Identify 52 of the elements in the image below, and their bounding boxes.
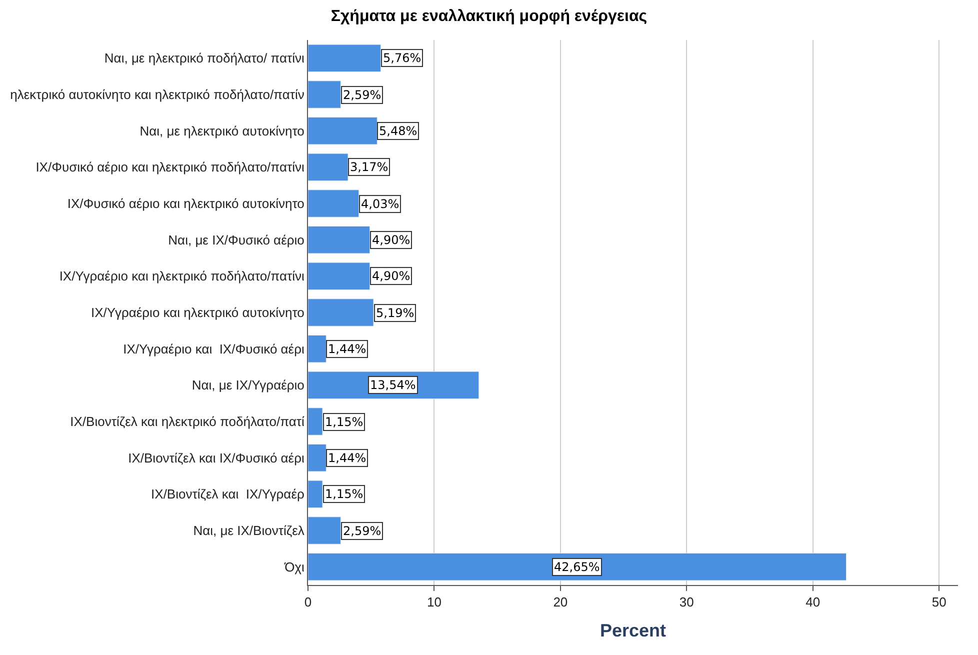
data-label: 1,44% [328, 342, 366, 356]
data-label: 5,76% [383, 51, 422, 65]
bar [308, 80, 341, 108]
data-label: 4,90% [372, 269, 410, 283]
y-tick-label: Ναι, με ηλεκτρικό αυτοκίνητο [140, 123, 304, 138]
data-label: 2,59% [343, 524, 382, 538]
x-tick-label: 30 [679, 594, 694, 610]
y-tick-label: ΙΧ/Βιοντίζελ και ηλεκτρικό ποδήλατο/πατί [70, 414, 305, 430]
bar [308, 226, 370, 254]
y-tick-label: ΙΧ/Υγραέριο και ηλεκτρικό αυτοκίνητο [91, 305, 304, 320]
data-label: 2,59% [343, 88, 382, 102]
y-tick-label: ΙΧ/Βιοντίζελ και ΙΧ/Φυσικό αέρι [128, 450, 304, 466]
chart-title: Σχήματα με εναλλακτική μορφή ενέργειας [330, 8, 648, 26]
bar [308, 516, 341, 544]
bar [308, 444, 326, 472]
data-label: 42,65% [554, 560, 600, 574]
y-tick-label: ΙΧ/Βιοντίζελ και ΙΧ/Υγραέρ [151, 486, 304, 502]
x-tick-label: 0 [304, 594, 312, 610]
bar [308, 408, 323, 436]
y-tick-label: Ναι, με ΙΧ/Φυσικό αέριο [168, 232, 304, 248]
bar [308, 190, 360, 218]
bar [308, 116, 378, 145]
x-tick-label: 40 [806, 594, 820, 610]
bar [308, 44, 381, 72]
y-tick-label: ηλεκτρικό αυτοκίνητο και ηλεκτρικό ποδήλατο/πατίν [10, 87, 304, 102]
x-tick-label: 20 [553, 594, 568, 610]
y-tick-label: ΙΧ/Υγραέριο και ΙΧ/Φυσικό αέρι [123, 341, 305, 356]
y-tick-label: Ναι, με ΙΧ/Βιοντίζελ [193, 523, 305, 538]
data-label: 5,19% [376, 306, 414, 320]
x-tick-label: 10 [426, 594, 442, 610]
bar [308, 153, 348, 182]
data-label: 13,54% [370, 378, 416, 392]
data-label: 1,44% [328, 451, 366, 465]
y-tick-label: Ναι, με ΙΧ/Υγραέριο [192, 378, 304, 393]
x-tick-label: 50 [932, 594, 946, 610]
y-tick-label: Ναι, με ηλεκτρικό ποδήλατο/ πατίνι [104, 50, 304, 66]
y-tick-label: Όχι [284, 559, 305, 574]
data-label: 1,15% [325, 415, 364, 429]
bar [308, 298, 374, 326]
data-label: 5,48% [379, 124, 418, 138]
data-label: 3,17% [350, 160, 388, 174]
data-label: 1,15% [325, 487, 364, 501]
y-tick-label: ΙΧ/Φυσικό αέριο και ηλεκτρικό αυτοκίνητο [67, 196, 304, 212]
y-tick-label: ΙΧ/Υγραέριο και ηλεκτρικό ποδήλατο/πατίνι [59, 268, 304, 284]
bar [308, 480, 323, 508]
bar [308, 552, 847, 581]
bar [308, 262, 370, 290]
bar [308, 334, 326, 363]
x-axis-title: Percent [600, 620, 666, 641]
y-tick-label: ΙΧ/Φυσικό αέριο και ηλεκτρικό ποδήλατο/πατίνι [36, 160, 305, 175]
data-label: 4,90% [372, 233, 410, 247]
data-label: 4,03% [361, 197, 400, 211]
